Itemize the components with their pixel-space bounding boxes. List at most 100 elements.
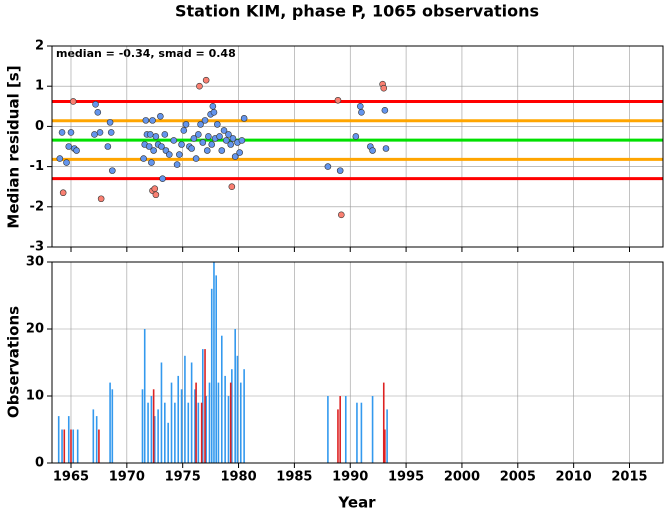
point xyxy=(142,117,150,124)
bar xyxy=(143,329,146,463)
bar xyxy=(386,409,388,463)
bar xyxy=(190,362,193,463)
point xyxy=(196,82,203,90)
bar xyxy=(208,382,211,463)
point xyxy=(382,145,390,152)
point xyxy=(324,163,332,170)
bar xyxy=(167,422,169,463)
bar xyxy=(236,355,239,463)
bar xyxy=(243,369,245,463)
point xyxy=(94,109,102,116)
point xyxy=(152,191,160,199)
point xyxy=(73,147,80,154)
point xyxy=(218,147,226,154)
bar xyxy=(239,382,242,463)
y-tick-label: 2 xyxy=(35,39,44,54)
bar xyxy=(157,409,159,463)
bar xyxy=(170,382,173,463)
bar xyxy=(92,409,95,463)
point xyxy=(229,135,237,142)
point xyxy=(69,98,77,105)
bar xyxy=(234,329,236,463)
bar xyxy=(227,396,230,463)
point xyxy=(216,133,223,140)
bar xyxy=(70,429,72,463)
point xyxy=(65,143,73,150)
point xyxy=(92,100,99,108)
x-tick-label: 1975 xyxy=(165,470,201,485)
point xyxy=(150,147,157,154)
y-tick-label: -2 xyxy=(30,199,44,214)
point xyxy=(56,155,64,162)
point xyxy=(165,151,173,158)
point xyxy=(240,115,248,122)
bar xyxy=(61,429,63,463)
point xyxy=(182,121,190,128)
point xyxy=(173,161,181,168)
bar xyxy=(356,402,358,463)
bar xyxy=(231,369,233,463)
bar xyxy=(95,416,98,463)
plot-frame xyxy=(51,45,664,248)
bar xyxy=(210,288,213,463)
point xyxy=(225,131,232,138)
point xyxy=(140,155,147,162)
bar xyxy=(205,396,207,463)
x-tick-label: 2000 xyxy=(444,470,480,485)
point xyxy=(236,149,243,156)
point xyxy=(149,117,156,124)
point xyxy=(358,109,365,116)
point xyxy=(381,107,389,114)
bar xyxy=(384,429,386,463)
bar xyxy=(63,429,66,463)
point xyxy=(231,153,239,160)
bar xyxy=(76,429,79,463)
point xyxy=(197,121,204,128)
x-tick-label: 1995 xyxy=(388,470,424,485)
bar xyxy=(195,382,197,463)
point xyxy=(107,129,115,136)
bar xyxy=(360,402,363,463)
bar xyxy=(180,389,183,463)
point xyxy=(209,103,217,110)
x-tick-label: 1990 xyxy=(332,470,368,485)
bar xyxy=(200,402,203,463)
point xyxy=(210,109,218,116)
bar xyxy=(141,389,144,463)
y-tick-label: 1 xyxy=(35,79,44,94)
point xyxy=(58,129,66,136)
bar xyxy=(98,429,100,463)
point xyxy=(228,183,236,190)
point xyxy=(380,84,388,92)
point xyxy=(148,159,155,166)
point xyxy=(63,159,70,166)
point xyxy=(161,131,169,138)
point xyxy=(158,143,165,150)
point xyxy=(145,143,153,150)
point xyxy=(106,119,114,126)
bar xyxy=(147,402,149,463)
bar xyxy=(382,382,385,463)
point xyxy=(220,127,228,134)
bar xyxy=(152,389,155,463)
point xyxy=(170,137,178,144)
point xyxy=(227,141,235,148)
y-tick-label: -1 xyxy=(30,159,44,174)
point xyxy=(205,133,212,140)
x-tick-label: 1970 xyxy=(109,470,145,485)
bar xyxy=(184,355,186,463)
point xyxy=(96,129,104,136)
bar xyxy=(217,382,220,463)
x-tick-label: 1980 xyxy=(220,470,256,485)
point xyxy=(91,131,98,138)
bar xyxy=(337,409,339,463)
point xyxy=(146,131,154,138)
bar xyxy=(327,396,329,463)
y-tick-label: 20 xyxy=(26,322,44,337)
point xyxy=(199,139,207,146)
point xyxy=(67,129,75,136)
bar xyxy=(224,375,226,463)
bar xyxy=(194,389,196,463)
bar xyxy=(339,396,341,463)
point xyxy=(104,143,112,150)
